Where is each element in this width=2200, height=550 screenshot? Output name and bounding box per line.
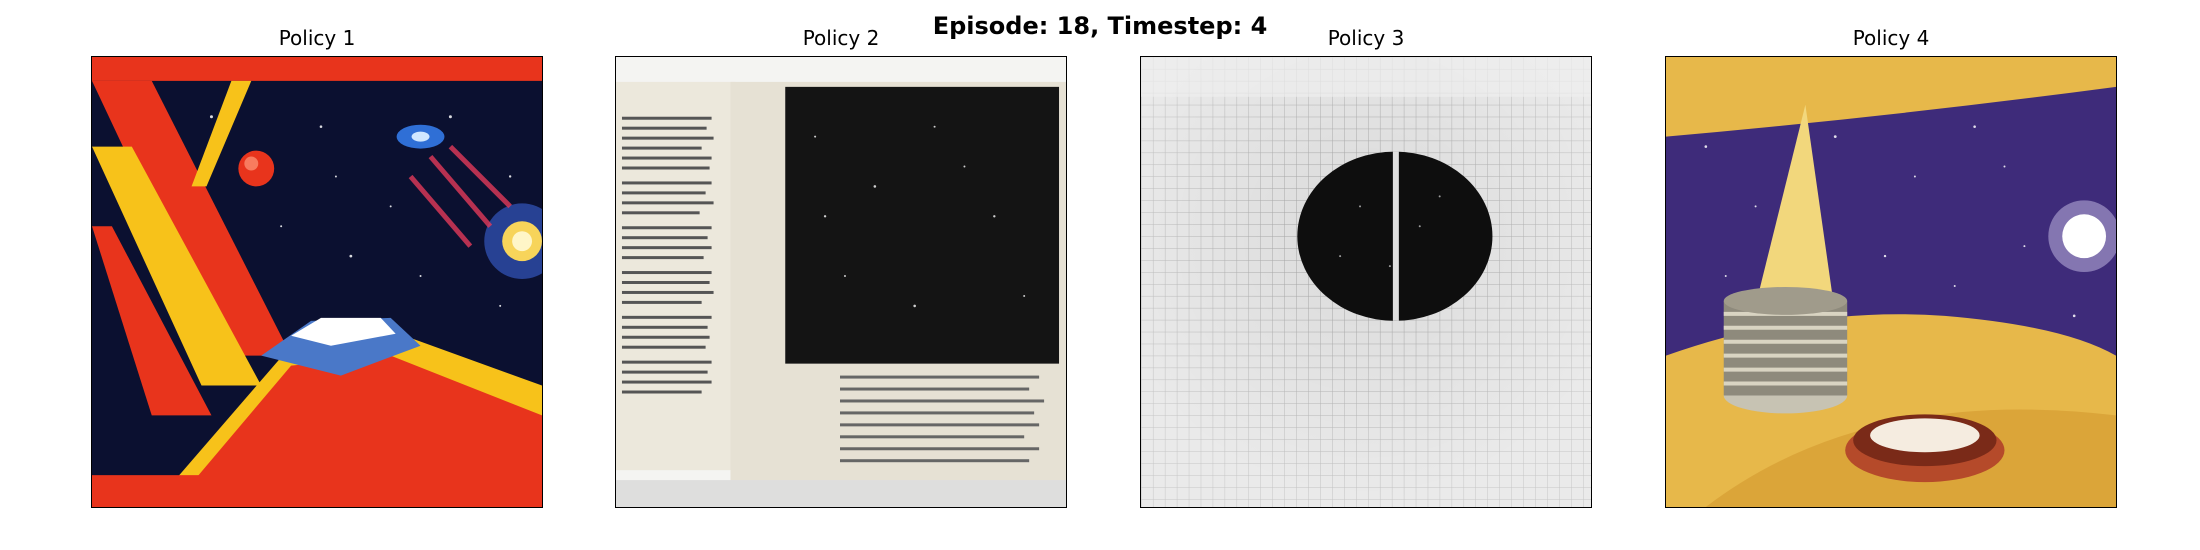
panel-title-policy-4: Policy 4 bbox=[1852, 26, 1930, 50]
figure-title: Episode: 18, Timestep: 4 bbox=[932, 12, 1268, 40]
panel-title-policy-2: Policy 2 bbox=[802, 26, 880, 50]
panel-title-policy-3: Policy 3 bbox=[1327, 26, 1405, 50]
grid-dark-circle-image bbox=[1141, 57, 1591, 507]
open-book-image bbox=[616, 57, 1066, 507]
panel-policy-3-image bbox=[1140, 56, 1592, 508]
cosmic-cake-image bbox=[1666, 57, 2116, 507]
panel-policy-2-image bbox=[615, 56, 1067, 508]
panel-policy-1-image bbox=[91, 56, 543, 508]
panel-policy-4-image bbox=[1665, 56, 2117, 508]
retro-space-poster-image bbox=[92, 57, 542, 507]
panel-title-policy-1: Policy 1 bbox=[278, 26, 356, 50]
